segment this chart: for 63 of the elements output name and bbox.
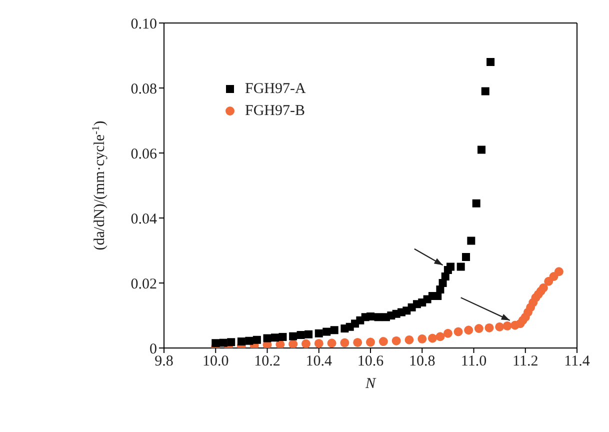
point <box>481 87 490 96</box>
y-tick-label: 0.10 <box>130 16 157 32</box>
point <box>446 262 455 271</box>
point <box>502 321 512 330</box>
point <box>212 339 220 348</box>
point <box>340 338 350 348</box>
point <box>353 338 362 347</box>
point <box>474 324 484 333</box>
point <box>443 328 452 338</box>
point <box>484 323 494 332</box>
x-tick-label: 11.0 <box>460 354 487 370</box>
point <box>456 262 465 271</box>
x-tick-label: 9.8 <box>154 354 174 370</box>
point <box>276 340 285 348</box>
legend-label: FGH97-A <box>245 80 306 99</box>
point <box>392 336 401 346</box>
point <box>314 338 324 348</box>
x-tick-label: 10.6 <box>357 354 384 370</box>
point <box>245 336 254 345</box>
point <box>554 267 564 276</box>
point <box>288 340 298 348</box>
y-tick-label: 0.04 <box>130 211 158 228</box>
point <box>467 236 476 245</box>
point <box>322 328 331 336</box>
legend-label: FGH97-B <box>245 102 306 121</box>
x-tick-label: 11.2 <box>512 354 538 370</box>
point <box>314 329 323 338</box>
point <box>404 335 414 344</box>
point <box>301 339 310 348</box>
point <box>227 338 236 346</box>
point <box>366 338 375 347</box>
point <box>495 322 504 332</box>
point <box>477 146 486 154</box>
point <box>296 331 305 339</box>
x-tick-label: 10.0 <box>202 354 229 370</box>
point <box>472 199 480 208</box>
point <box>330 326 338 334</box>
x-tick-label: 10.8 <box>409 354 436 370</box>
x-tick-label: 10.2 <box>254 354 280 370</box>
point <box>418 334 427 344</box>
x-axis-title: N <box>364 376 376 392</box>
point <box>538 283 548 292</box>
y-tick-label: 0.06 <box>130 146 158 162</box>
point <box>263 334 272 342</box>
x-tick-label: 11.4 <box>564 354 590 370</box>
point <box>428 334 437 343</box>
point <box>237 338 246 346</box>
point <box>436 332 445 342</box>
point <box>378 337 388 346</box>
y-tick-label: 0.02 <box>130 276 157 292</box>
point <box>278 332 287 341</box>
y-tick-label: 0.08 <box>130 81 157 98</box>
x-tick-label: 10.4 <box>306 354 332 370</box>
point <box>486 58 495 66</box>
y-tick-label: 0 <box>150 341 157 358</box>
point <box>252 336 261 344</box>
point <box>464 326 474 335</box>
point <box>327 338 336 348</box>
point <box>219 338 228 347</box>
point <box>454 327 463 336</box>
point <box>289 332 298 340</box>
point <box>462 253 470 261</box>
point <box>304 330 313 338</box>
